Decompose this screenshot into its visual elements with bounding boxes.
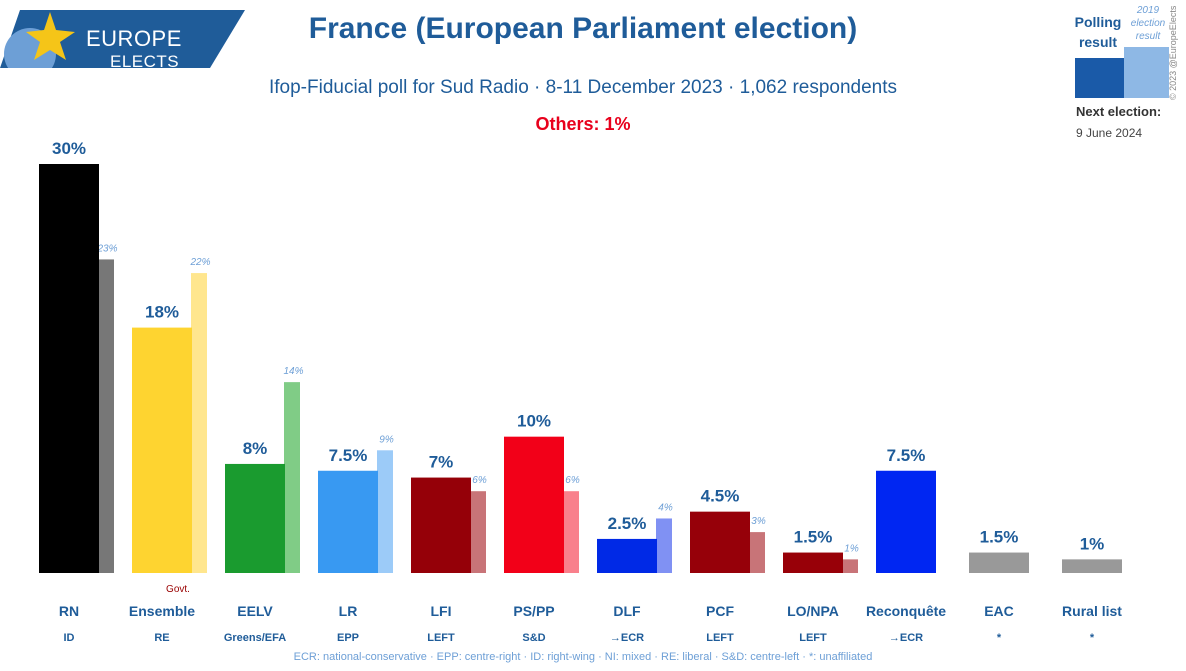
bar-2019-4 [377, 450, 393, 573]
bar-2019-label-2: 22% [189, 257, 210, 268]
bar-poll-8 [690, 511, 750, 573]
group-label-10: →ECR [889, 632, 923, 644]
group-footnote: ECR: national-conservative · EPP: centre… [293, 651, 873, 663]
group-label-1: ID [64, 632, 75, 644]
chart-subtitle: Ifop-Fiducial poll for Sud Radio · 8-11 … [268, 77, 898, 98]
group-label-9: LEFT [799, 632, 827, 644]
bar-poll-5 [411, 477, 471, 573]
group-label-12: * [1090, 632, 1095, 644]
govt-label: Govt. [166, 584, 190, 595]
europe-elects-logo: EUROPE ELECTS [0, 10, 245, 80]
bar-poll-label-3: 8% [243, 439, 268, 458]
bar-poll-9 [783, 552, 843, 573]
bar-2019-8 [749, 532, 765, 573]
category-label-12: Rural list [1062, 603, 1122, 619]
bar-poll-label-2: 18% [145, 303, 179, 322]
category-label-11: EAC [984, 603, 1014, 619]
bar-poll-label-12: 1% [1080, 534, 1105, 553]
bar-2019-7 [656, 518, 672, 573]
bar-poll-1 [39, 164, 99, 573]
group-label-2: RE [154, 632, 169, 644]
bar-poll-2 [132, 327, 192, 573]
bar-poll-11 [969, 552, 1029, 573]
logo-text-europe: EUROPE [86, 26, 182, 51]
bar-2019-label-7: 4% [658, 502, 673, 513]
bar-poll-label-1: 30% [52, 139, 86, 158]
bar-poll-10 [876, 470, 936, 573]
category-label-2: Ensemble [129, 603, 195, 619]
category-label-4: LR [339, 603, 358, 619]
bar-poll-label-10: 7.5% [887, 446, 926, 465]
bar-2019-5 [470, 491, 486, 573]
bar-poll-label-6: 10% [517, 412, 551, 431]
bar-2019-label-3: 14% [283, 366, 303, 377]
logo-text-elects: ELECTS [110, 52, 180, 71]
category-label-5: LFI [431, 603, 452, 619]
legend-previous-swatch [1124, 47, 1169, 98]
bar-2019-9 [842, 559, 858, 573]
bar-2019-label-5: 6% [472, 475, 487, 486]
group-label-6: S&D [522, 632, 545, 644]
category-label-8: PCF [706, 603, 734, 619]
category-label-9: LO/NPA [787, 603, 839, 619]
bar-2019-1 [98, 259, 114, 573]
bar-poll-label-7: 2.5% [608, 514, 647, 533]
legend-previous-label: 2019 election result [1130, 5, 1166, 42]
legend-polling-label: Polling result [1074, 14, 1122, 50]
bar-2019-label-9: 1% [844, 543, 859, 554]
bar-2019-6 [563, 491, 579, 573]
bar-2019-label-6: 6% [565, 475, 580, 486]
logo-graphic [0, 10, 245, 80]
bar-poll-7 [597, 538, 657, 573]
bar-poll-label-8: 4.5% [701, 487, 740, 506]
chart-title: France (European Parliament election) [308, 12, 858, 45]
group-label-11: * [997, 632, 1002, 644]
bar-2019-label-8: 3% [751, 516, 766, 527]
bar-poll-6 [504, 436, 564, 573]
bar-2019-label-1: 23% [96, 243, 117, 254]
legend-polling-swatch [1075, 58, 1124, 98]
group-label-4: EPP [337, 632, 359, 644]
category-label-6: PS/PP [513, 603, 554, 619]
bar-2019-3 [284, 382, 300, 573]
category-label-1: RN [59, 603, 79, 619]
category-label-7: DLF [613, 603, 641, 619]
group-label-5: LEFT [427, 632, 455, 644]
category-label-3: EELV [237, 603, 273, 619]
category-label-10: Reconquête [866, 603, 946, 619]
bar-poll-label-5: 7% [429, 453, 454, 472]
bar-poll-12 [1062, 559, 1122, 573]
group-label-3: Greens/EFA [224, 632, 286, 644]
bar-poll-label-11: 1.5% [980, 528, 1019, 547]
next-election-date: 9 June 2024 [1076, 126, 1143, 140]
bar-poll-4 [318, 470, 378, 573]
others-label: Others: 1% [535, 114, 631, 134]
bar-2019-2 [191, 273, 207, 573]
group-label-7: →ECR [610, 632, 644, 644]
bar-poll-label-9: 1.5% [794, 528, 833, 547]
bar-2019-label-4: 9% [379, 434, 394, 445]
next-election-label: Next election: [1076, 104, 1162, 119]
bar-poll-label-4: 7.5% [329, 446, 368, 465]
bar-poll-3 [225, 463, 285, 573]
group-label-8: LEFT [706, 632, 734, 644]
